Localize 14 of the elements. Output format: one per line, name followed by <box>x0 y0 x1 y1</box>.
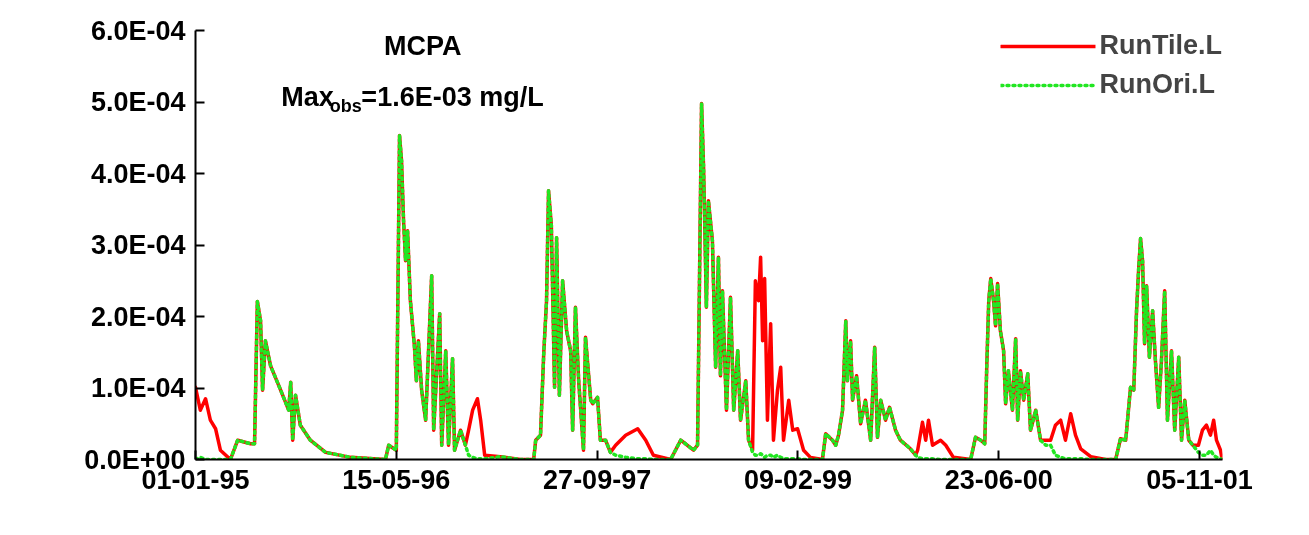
x-tick-label: 05-11-01 <box>1146 464 1253 495</box>
y-tick-label: 4.0E-04 <box>90 158 186 189</box>
x-tick-label: 09-02-99 <box>743 464 853 495</box>
y-tick-label: 3.0E-04 <box>90 230 186 260</box>
x-tick-label: 23-06-00 <box>944 464 1053 495</box>
y-tick-label: 5.0E-04 <box>90 87 186 117</box>
y-tick-label: 6.0E-04 <box>90 15 186 46</box>
chart-title: MCPA <box>383 30 462 61</box>
x-tick-label: 27-09-97 <box>543 464 652 495</box>
y-tick-label: 2.0E-04 <box>90 301 186 332</box>
x-tick-label: 15-05-96 <box>342 464 451 495</box>
legend-label: RunOri.L <box>1099 69 1215 100</box>
y-tick-label: 1.0E-04 <box>90 373 186 403</box>
legend-label: RunTile.L <box>1099 30 1222 61</box>
